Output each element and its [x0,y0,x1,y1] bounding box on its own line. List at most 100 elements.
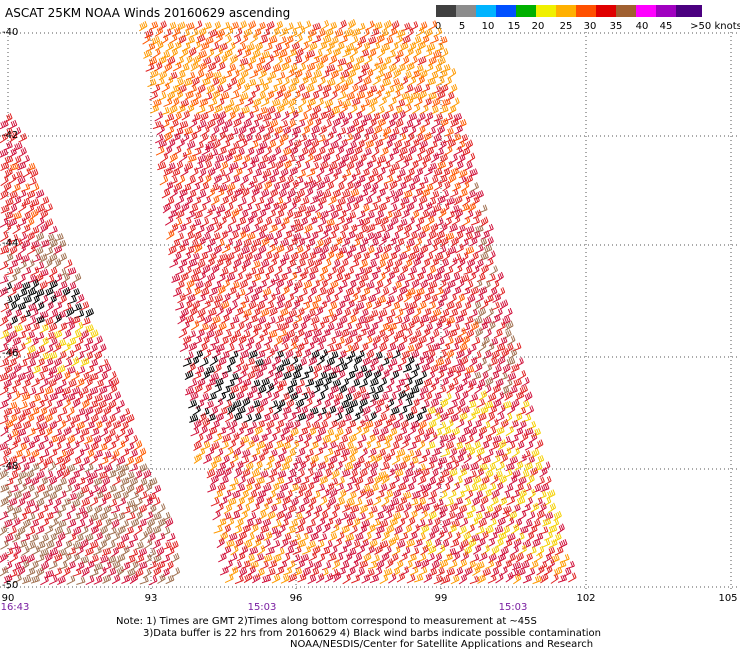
wind-barb [0,329,10,340]
wind-barb [420,104,429,115]
wind-barb [428,314,438,324]
wind-barb [499,566,508,577]
wind-barb [361,484,371,494]
lat-lon-grid [0,28,740,592]
wind-barb [262,112,272,122]
wind-barb [319,511,329,521]
wind-barb [240,489,249,501]
wind-barb [227,147,237,158]
wind-barb [514,461,524,471]
wind-barb [457,398,466,410]
wind-barb [452,133,462,142]
wind-barb [260,502,269,513]
wind-barb [274,125,283,136]
wind-barb [368,187,377,198]
wind-barb [426,441,436,450]
wind-barb [372,335,381,346]
wind-barb [54,399,63,410]
wind-barb [217,356,227,367]
wind-barb [58,322,68,333]
wind-barb [144,538,153,549]
wind-barb [66,561,76,571]
wind-barb [250,292,260,303]
wind-barb [421,363,431,373]
wind-barb [487,392,497,403]
wind-barb [355,124,365,135]
wind-barb [391,566,401,577]
wind-barb [17,413,26,424]
wind-barb [254,216,264,227]
wind-barb [465,225,475,235]
wind-barb [450,413,459,424]
wind-barb [302,243,311,255]
wind-barb [270,168,280,178]
wind-barb [329,141,339,150]
wind-barb [168,176,178,185]
wind-barb [142,34,151,45]
wind-barb [278,202,288,213]
wind-barb [44,498,54,508]
contaminated-wind-barb [62,286,71,298]
wind-barb [263,42,273,52]
wind-barb [203,433,213,443]
wind-barb [240,313,249,324]
wind-barb [432,517,441,528]
wind-barb [229,54,238,65]
wind-barb [503,538,513,549]
wind-barb [13,324,23,333]
wind-barb [224,152,233,163]
wind-barb [203,315,213,325]
wind-barb [66,393,76,402]
wind-barb [322,259,332,269]
wind-barb [301,91,311,101]
wind-barb [308,286,317,298]
wind-barb [30,226,40,235]
wind-barb [314,412,323,424]
wind-barb [62,414,72,424]
wind-barb [16,175,26,186]
wind-barb [505,517,515,528]
wind-barb [230,385,240,394]
wind-barb [430,190,440,200]
wind-barb [278,273,288,283]
wind-barb [562,567,572,578]
contaminated-wind-barb [273,404,282,415]
wind-barb [98,443,108,452]
wind-barb [401,209,410,219]
wind-barb [453,301,463,311]
wind-barb [284,279,294,290]
wind-barb [303,103,312,114]
contaminated-wind-barb [369,378,379,387]
wind-barb [390,147,400,156]
wind-barb [317,335,327,345]
wind-barb [394,223,404,234]
wind-barb [524,391,533,402]
wind-barb [71,315,81,325]
wind-barb [495,538,504,549]
wind-barb [449,502,459,513]
wind-barb [543,475,552,486]
wind-barb [312,105,322,115]
wind-barb [316,134,326,143]
wind-barb [471,195,480,206]
wind-barb [482,350,492,360]
wind-barb [48,475,58,487]
wind-barb [169,187,178,199]
wind-barb [308,76,318,86]
wind-barb [257,315,267,326]
wind-barb [285,364,295,374]
wind-barb [477,574,486,584]
wind-barb [408,195,418,206]
wind-barb [404,84,414,94]
wind-barb [72,343,82,353]
wind-barb [192,54,201,66]
wind-barb [515,440,525,451]
wind-barb [165,517,174,529]
wind-barb [172,145,182,156]
wind-barb [467,411,477,422]
colorbar-swatch [576,5,602,17]
wind-barb [280,61,290,72]
wind-barb [194,161,204,171]
wind-barb [511,398,520,410]
wind-barb [320,54,329,65]
